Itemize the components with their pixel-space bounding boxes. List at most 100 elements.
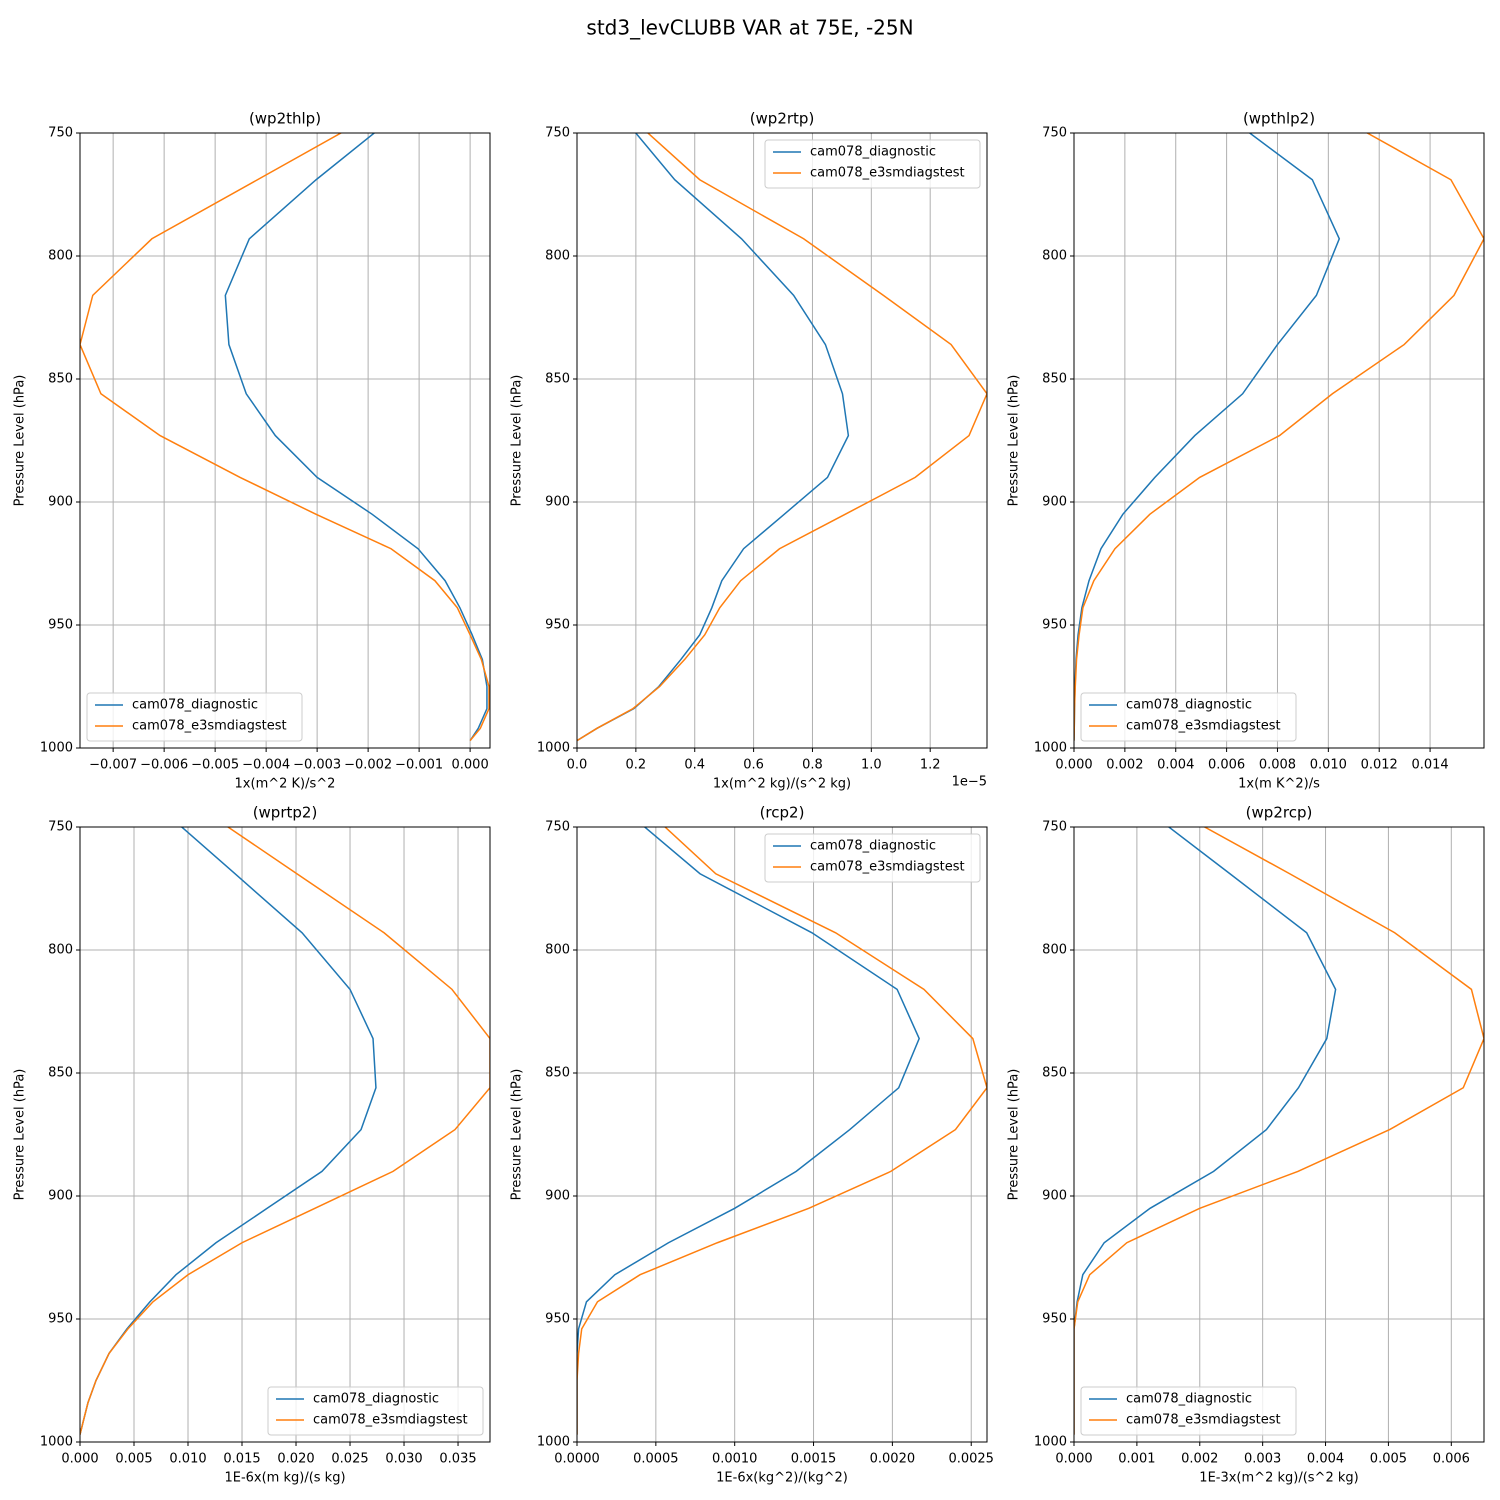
- x-tick-label: 0.012: [1361, 758, 1398, 773]
- y-tick-label: 1000: [40, 1435, 73, 1450]
- x-tick-label: 0.0015: [791, 1452, 837, 1467]
- legend-label: cam078_diagnostic: [1126, 698, 1252, 713]
- x-tick-label: −0.001: [395, 758, 443, 773]
- legend-label: cam078_diagnostic: [810, 145, 936, 160]
- axes-frame: [576, 826, 988, 1443]
- y-axis-label: Pressure Level (hPa): [13, 1069, 28, 1201]
- y-tick-label: 800: [545, 943, 570, 958]
- y-tick-label: 800: [545, 249, 570, 264]
- y-tick-label: 900: [1042, 1189, 1067, 1204]
- y-axis-label: Pressure Level (hPa): [510, 1069, 525, 1201]
- x-tick-label: 1.2: [920, 758, 941, 773]
- legend: cam078_diagnostic cam078_e3smdiagstest: [764, 139, 981, 189]
- x-axis-label: 1E-3x(m^2 kg)/(s^2 kg): [1199, 1471, 1358, 1486]
- x-tick-label: 0.0020: [870, 1452, 916, 1467]
- legend-box: [764, 833, 981, 883]
- axes-frame: [1073, 132, 1485, 749]
- x-tick-label: 0.005: [115, 1452, 152, 1467]
- y-tick-label: 950: [1042, 1312, 1067, 1327]
- y-tick-label: 900: [1042, 495, 1067, 510]
- x-tick-label: 0.6: [743, 758, 764, 773]
- legend-box: [86, 692, 303, 742]
- x-tick-label: 0.002: [1181, 1452, 1218, 1467]
- y-tick-label: 800: [48, 943, 73, 958]
- y-tick-label: 850: [545, 1066, 570, 1081]
- plot-area: [577, 827, 987, 1442]
- x-tick-label: 0.0025: [948, 1452, 994, 1467]
- axes-frame: [79, 132, 491, 749]
- subplot-title: (wpthlp2): [1243, 110, 1315, 128]
- plot-area: [577, 133, 987, 748]
- subplot-title: (wp2rcp): [1246, 804, 1313, 822]
- subplot-title: (wprtp2): [253, 804, 318, 822]
- x-tick-label: −0.006: [140, 758, 188, 773]
- y-tick-label: 900: [48, 1189, 73, 1204]
- plot-area: [80, 827, 490, 1442]
- y-tick-label: 900: [545, 1189, 570, 1204]
- series-line: [577, 827, 921, 1435]
- y-tick-label: 900: [545, 495, 570, 510]
- x-tick-label: −0.005: [191, 758, 239, 773]
- y-axis-label: Pressure Level (hPa): [13, 375, 28, 507]
- y-tick-label: 850: [1042, 372, 1067, 387]
- y-tick-label: 950: [545, 618, 570, 633]
- x-tick-label: 0.000: [1055, 758, 1092, 773]
- x-tick-label: 0.8: [802, 758, 823, 773]
- y-tick-label: 750: [545, 820, 570, 835]
- y-axis-label: Pressure Level (hPa): [510, 375, 525, 507]
- legend-label: cam078_e3smdiagstest: [1126, 1413, 1281, 1428]
- x-tick-label: 0.4: [684, 758, 705, 773]
- legend-label: cam078_e3smdiagstest: [1126, 719, 1281, 734]
- x-tick-label: 0.014: [1411, 758, 1448, 773]
- y-tick-label: 750: [1042, 126, 1067, 141]
- series-line: [577, 827, 987, 1435]
- legend-box: [764, 139, 981, 189]
- subplot-title: (wp2thlp): [249, 110, 321, 128]
- y-tick-label: 750: [545, 126, 570, 141]
- series-line: [80, 827, 377, 1435]
- subplot-title: (wp2rtp): [750, 110, 815, 128]
- x-tick-label: 0.0010: [712, 1452, 758, 1467]
- series-line: [224, 133, 488, 742]
- figure-title: std3_levCLUBB VAR at 75E, -25N: [586, 16, 913, 40]
- y-tick-label: 750: [48, 126, 73, 141]
- x-tick-label: 0.004: [1157, 758, 1194, 773]
- legend-box: [267, 1386, 484, 1436]
- series-line: [1074, 133, 1484, 741]
- legend: cam078_diagnostic cam078_e3smdiagstest: [86, 692, 303, 742]
- legend-label: cam078_e3smdiagstest: [132, 719, 287, 734]
- x-tick-label: 0.000: [1055, 1452, 1092, 1467]
- legend-label: cam078_diagnostic: [132, 698, 258, 713]
- x-tick-label: 0.0000: [554, 1452, 600, 1467]
- y-tick-label: 850: [1042, 1066, 1067, 1081]
- y-tick-label: 950: [48, 1312, 73, 1327]
- y-tick-label: 850: [48, 1066, 73, 1081]
- y-tick-label: 950: [48, 618, 73, 633]
- plot-area: [1074, 133, 1484, 748]
- x-tick-label: 0.002: [1106, 758, 1143, 773]
- x-axis-label: 1x(m^2 K)/s^2: [235, 777, 336, 792]
- x-offset-label: 1e−5: [952, 775, 987, 790]
- axes-frame: [1073, 826, 1485, 1443]
- x-tick-label: 0.008: [1259, 758, 1296, 773]
- x-tick-label: 0.035: [439, 1452, 476, 1467]
- x-tick-label: −0.002: [344, 758, 392, 773]
- axes-frame: [576, 132, 988, 749]
- y-tick-label: 750: [48, 820, 73, 835]
- x-tick-label: 0.001: [1118, 1452, 1155, 1467]
- series-line: [1074, 133, 1341, 741]
- legend: cam078_diagnostic cam078_e3smdiagstest: [267, 1386, 484, 1436]
- x-axis-label: 1x(m K^2)/s: [1238, 777, 1320, 792]
- y-tick-label: 750: [1042, 820, 1067, 835]
- plot-area: [80, 133, 490, 748]
- x-tick-label: −0.003: [293, 758, 341, 773]
- x-tick-label: 0.020: [277, 1452, 314, 1467]
- x-tick-label: 0.004: [1307, 1452, 1344, 1467]
- y-tick-label: 800: [48, 249, 73, 264]
- series-line: [80, 827, 490, 1435]
- x-tick-label: 0.0: [567, 758, 588, 773]
- legend-box: [1080, 692, 1297, 742]
- y-tick-label: 1000: [537, 741, 570, 756]
- x-tick-label: 0.006: [1433, 1452, 1470, 1467]
